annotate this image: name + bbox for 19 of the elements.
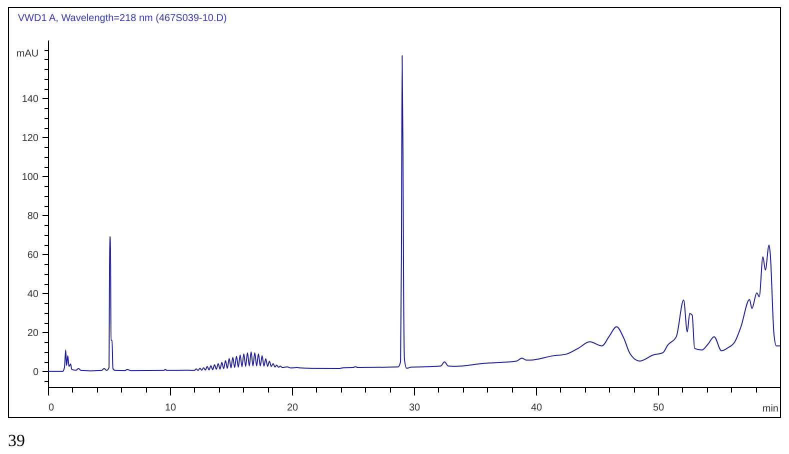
y-tick-label: 60	[27, 250, 39, 261]
y-tick-label: 40	[27, 288, 39, 300]
y-tick-label: 20	[27, 328, 39, 339]
chart-title: VWD1 A, Wavelength=218 nm (467S039-10.D)	[18, 13, 227, 24]
y-tick-label: 140	[22, 94, 39, 105]
y-tick-label: 0	[32, 366, 39, 378]
x-tick-label: 30	[408, 402, 420, 414]
line-series	[48, 55, 780, 372]
text: 39	[8, 431, 25, 451]
y-tick-label: 80	[27, 210, 39, 222]
x-tick-label: 50	[652, 402, 664, 414]
x-tick-label: 20	[286, 402, 298, 414]
y-tick-label: 100	[22, 172, 39, 183]
x-axis-title: min	[762, 404, 778, 414]
y-tick-label: 120	[22, 132, 39, 144]
y-axis-title: mAU	[16, 48, 39, 60]
x-tick-label: 10	[164, 402, 176, 414]
x-tick-label: 40	[530, 402, 542, 414]
x-tick-label: 0	[48, 402, 54, 414]
